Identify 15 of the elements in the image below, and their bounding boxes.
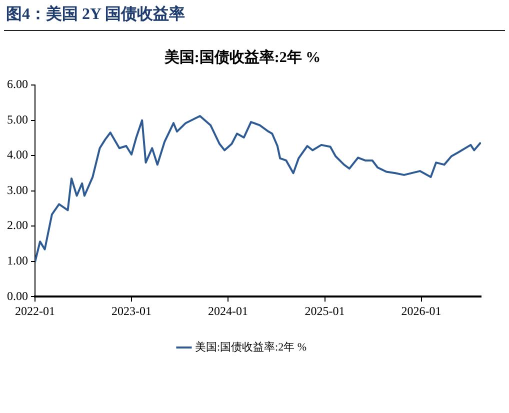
legend-label: 美国:国债收益率:2年 % — [194, 340, 307, 354]
y-tick-label: 3.00 — [7, 182, 28, 197]
y-tick-label: 4.00 — [7, 148, 28, 162]
y-tick-label: 0.00 — [7, 288, 28, 303]
x-tick-label: 2023-01 — [111, 304, 152, 318]
x-tick-label: 2026-01 — [401, 304, 442, 318]
chart-title: 图4：美国 2Y 国债收益率 — [4, 0, 505, 31]
chart-subtitle: 美国:国债收益率:2年 % — [163, 48, 321, 66]
y-tick-label: 5.00 — [7, 112, 28, 126]
x-tick-label: 2022-01 — [15, 304, 55, 318]
x-tick-label: 2025-01 — [304, 304, 345, 318]
y-tick-label: 2.00 — [7, 218, 28, 232]
y-tick-label: 1.00 — [7, 253, 28, 268]
y-tick-label: 6.00 — [7, 77, 28, 92]
x-tick-label: 2024-01 — [208, 304, 248, 318]
